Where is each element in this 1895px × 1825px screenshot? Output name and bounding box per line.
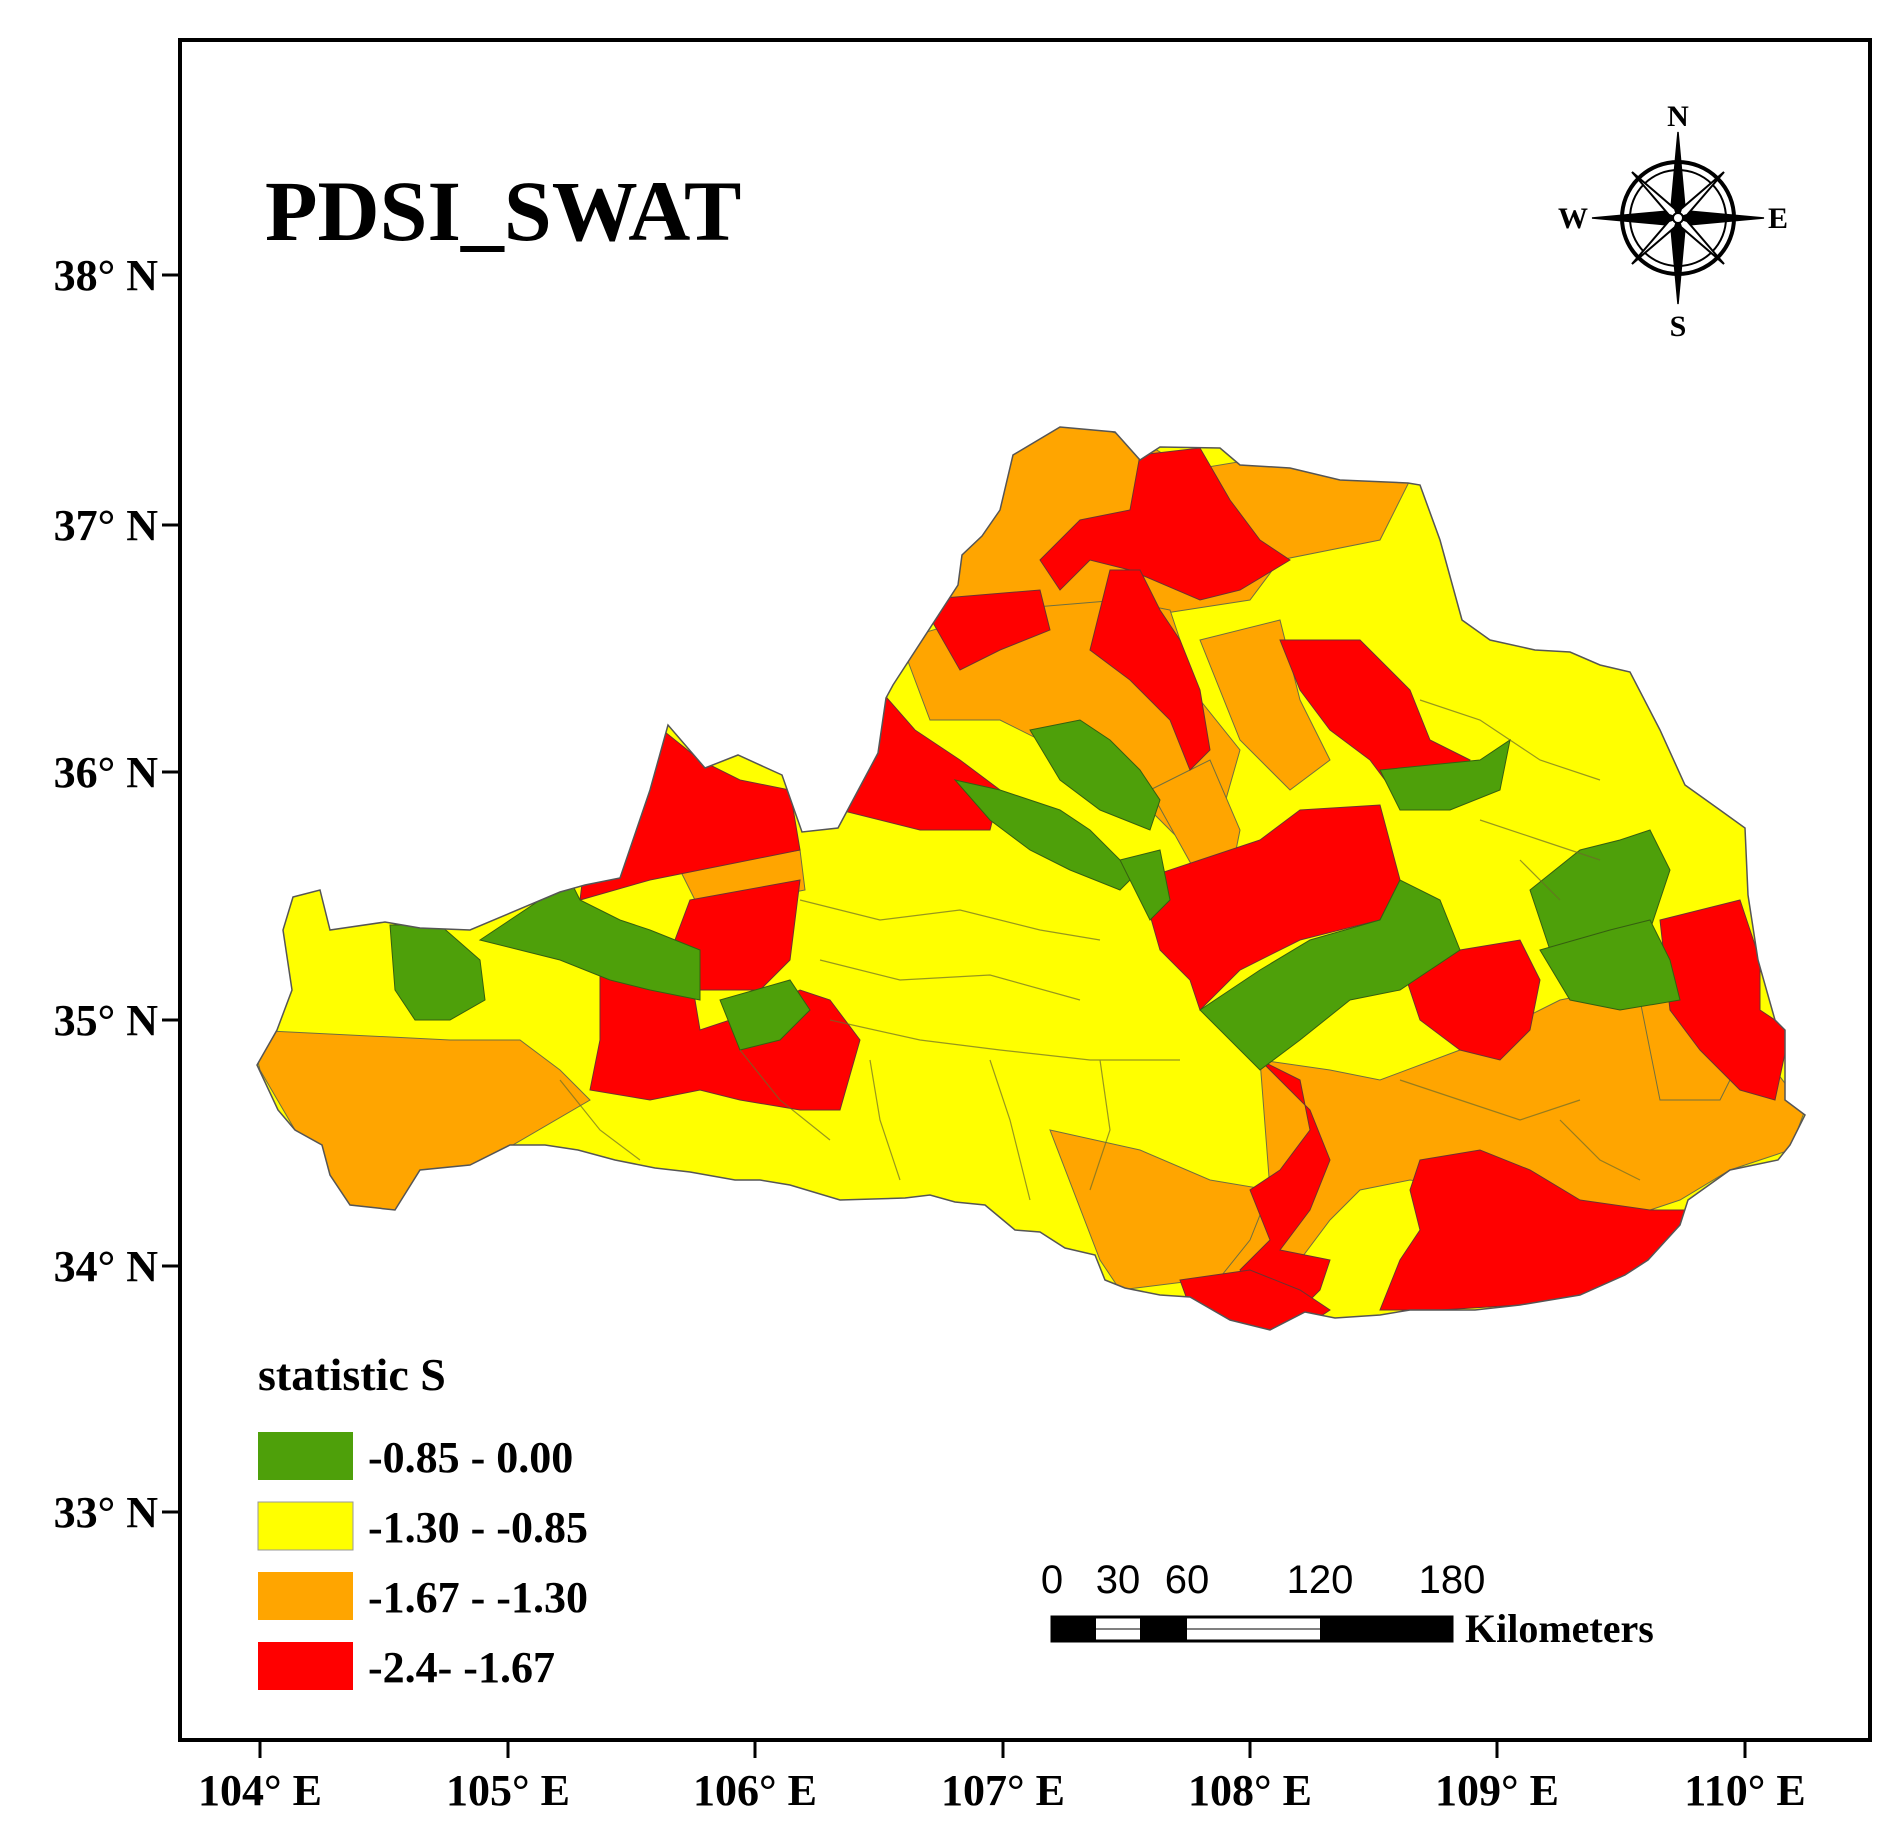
region-red-east: [1659, 899, 1791, 1101]
legend-item-4: -2.4- -1.67: [258, 1642, 555, 1692]
compass-n-label: N: [1667, 100, 1689, 133]
legend: statistic S -0.85 - 0.00 -1.30 - -0.85 -…: [257, 1349, 588, 1692]
lon-label-110: 110° E: [1684, 1766, 1806, 1815]
lat-label-33: 33° N: [54, 1488, 159, 1537]
latitude-axis: [162, 273, 180, 1514]
region-green-center-c: [1119, 849, 1171, 921]
map-title: PDSI_SWAT: [265, 163, 741, 259]
lat-label-37: 37° N: [54, 501, 159, 550]
lon-label-105: 105° E: [446, 1766, 570, 1815]
compass-w-label: W: [1558, 202, 1588, 235]
basin-outline: [256, 426, 1806, 1331]
legend-swatch-2: [257, 1501, 354, 1551]
legend-item-2: -1.30 - -0.85: [257, 1501, 588, 1552]
legend-swatch-4: [258, 1642, 353, 1690]
lon-label-108: 108° E: [1188, 1766, 1312, 1815]
lat-label-38: 38° N: [54, 251, 159, 300]
region-green-center-a: [1029, 719, 1161, 831]
region-red-east-center: [1399, 939, 1541, 1061]
region-green-west-3: [719, 979, 811, 1051]
region-orange-center-b: [1199, 619, 1331, 791]
region-red-north-a: [1039, 447, 1291, 601]
legend-swatch-1: [258, 1432, 353, 1480]
legend-title: statistic S: [258, 1349, 446, 1400]
legend-label-3: -1.67 - -1.30: [368, 1573, 588, 1622]
scale-unit: Kilometers: [1465, 1606, 1654, 1651]
region-green-east-c: [1539, 919, 1681, 1011]
legend-label-2: -1.30 - -0.85: [368, 1503, 588, 1552]
region-red-north-c: [1089, 569, 1211, 771]
lon-label-106: 106° E: [693, 1766, 817, 1815]
region-green-central: [1199, 879, 1461, 1071]
legend-label-4: -2.4- -1.67: [368, 1643, 555, 1692]
region-green-east-a: [1379, 738, 1511, 811]
scale-tick-180: 180: [1419, 1558, 1486, 1602]
lon-label-104: 104° E: [198, 1766, 322, 1815]
subbasin-boundaries: [559, 699, 1641, 1201]
compass-s-label: S: [1670, 310, 1687, 343]
scale-tick-0: 0: [1041, 1558, 1063, 1602]
lon-label-107: 107° E: [941, 1766, 1065, 1815]
lon-label-109: 109° E: [1435, 1766, 1559, 1815]
legend-swatch-3: [258, 1572, 353, 1620]
longitude-axis: [258, 1740, 1747, 1758]
scale-bar: 0 30 60 120 180 Kilometers: [1041, 1558, 1654, 1651]
legend-item-3: -1.67 - -1.30: [258, 1572, 588, 1622]
compass-rose-icon: N S E W: [1558, 100, 1788, 343]
lat-label-35: 35° N: [54, 996, 159, 1045]
scale-tick-30: 30: [1096, 1558, 1141, 1602]
region-red-north-b: [919, 589, 1051, 671]
legend-label-1: -0.85 - 0.00: [368, 1433, 573, 1482]
legend-item-1: -0.85 - 0.00: [258, 1432, 573, 1482]
region-green-west-1: [389, 924, 486, 1021]
lat-label-36: 36° N: [54, 748, 159, 797]
compass-e-label: E: [1768, 202, 1788, 235]
lat-label-34: 34° N: [54, 1242, 159, 1291]
scale-tick-60: 60: [1165, 1558, 1210, 1602]
scale-tick-120: 120: [1287, 1558, 1354, 1602]
